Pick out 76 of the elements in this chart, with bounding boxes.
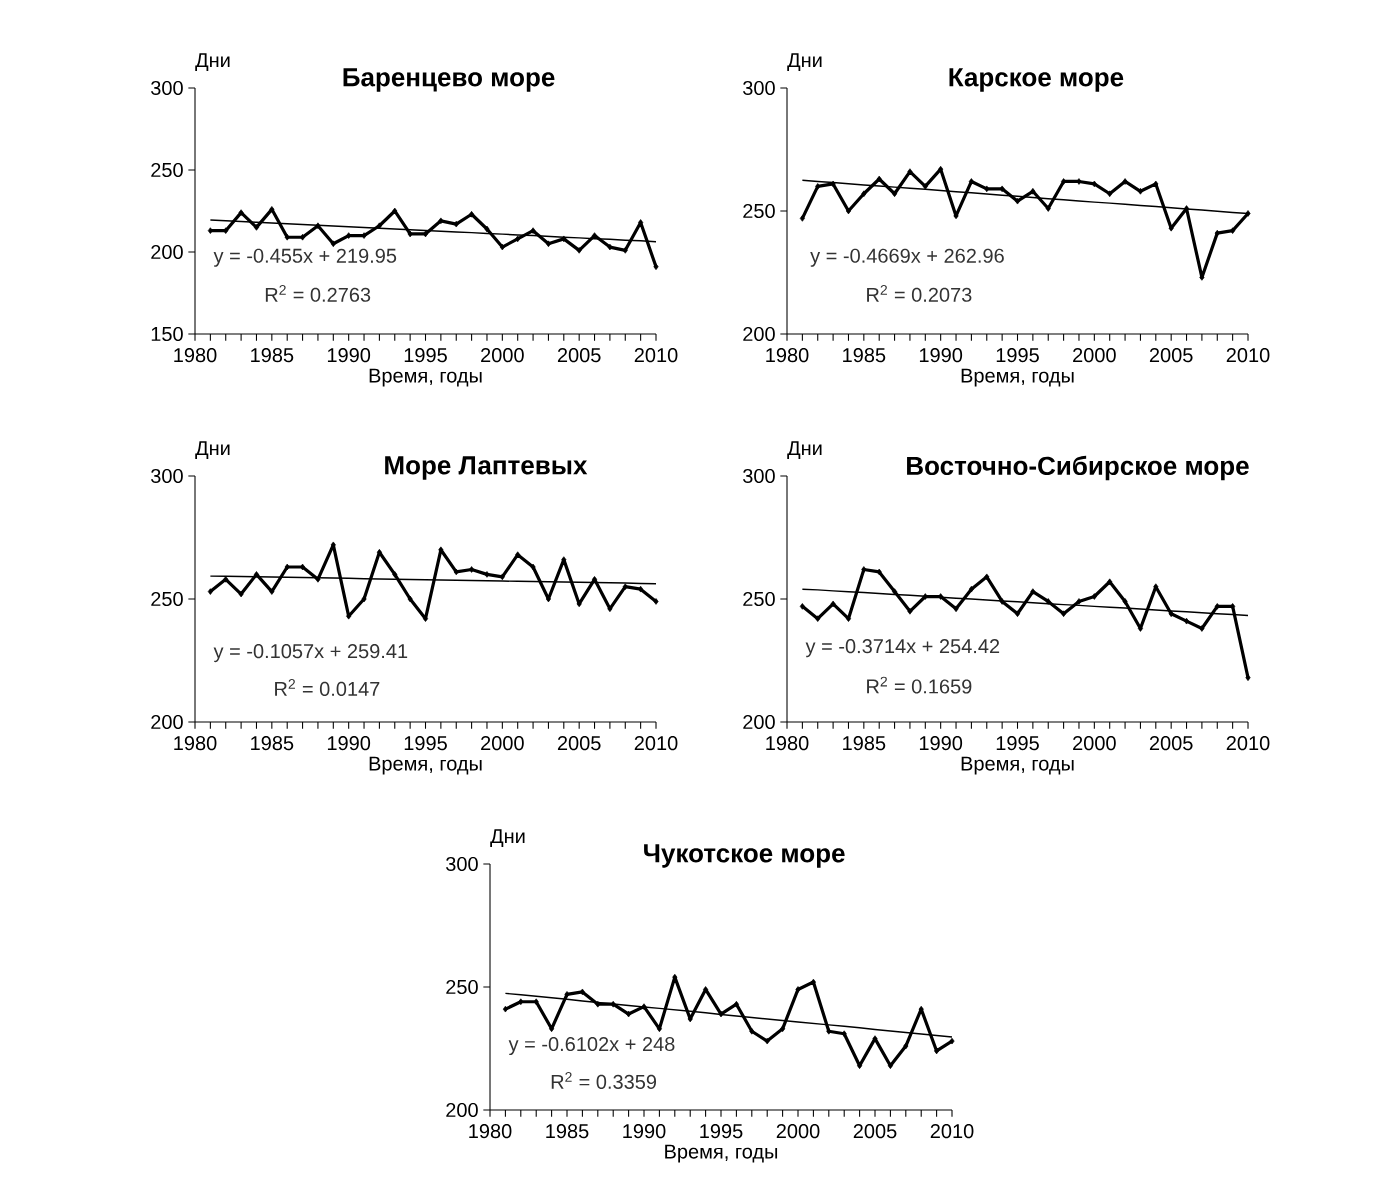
y-tick-label: 250 (743, 591, 775, 607)
x-tick-label: 1995 (996, 348, 1039, 363)
y-axis-title: Дни (195, 441, 230, 459)
annotation: y = -0.1057x + 259.41 (213, 644, 408, 663)
x-tick-label: 1985 (843, 348, 886, 363)
y-tick-label: 200 (151, 714, 183, 730)
x-axis-title: Время, годы (369, 368, 482, 387)
x-tick-label: 2005 (1149, 736, 1193, 751)
y-tick-label: 250 (151, 591, 183, 607)
x-tick-label: 1985 (843, 736, 886, 751)
x-tick-label: 2010 (634, 348, 678, 363)
x-tick-label: 2010 (930, 1124, 974, 1139)
y-tick-label: 300 (743, 80, 775, 96)
chart-title: Море Лаптевых (385, 456, 588, 480)
x-axis-title: Время, годы (961, 368, 1074, 387)
x-tick-label: 1995 (700, 1124, 743, 1139)
x-tick-label: 1990 (623, 1124, 666, 1139)
x-tick-label: 1995 (404, 348, 447, 363)
annotation: y = -0.6102x + 248 (508, 1036, 675, 1056)
x-tick-label: 1980 (469, 1124, 512, 1139)
chart-title: Баренцево море (343, 68, 555, 92)
y-tick-label: 300 (151, 468, 183, 484)
x-tick-label: 1995 (404, 736, 447, 751)
y-axis-title: Дни (787, 441, 822, 459)
x-tick-label: 1990 (327, 736, 371, 751)
x-tick-label: 2000 (1073, 736, 1116, 751)
x-tick-label: 2005 (557, 348, 601, 363)
y-tick-label: 300 (743, 468, 775, 484)
y-tick-label: 200 (151, 244, 183, 260)
y-axis-title: Дни (490, 829, 525, 847)
x-tick-label: 2005 (1149, 348, 1193, 363)
annotation: R$^{2}$ = 0.0147 (275, 679, 380, 697)
x-tick-label: 1980 (766, 348, 809, 363)
annotation: R$^{2}$ = 0.2073 (867, 284, 972, 302)
y-tick-label: 250 (743, 203, 775, 219)
x-tick-label: 2000 (481, 348, 524, 363)
y-tick-label: 200 (446, 1102, 478, 1118)
annotation: y = -0.455x + 219.95 (213, 248, 397, 267)
y-tick-label: 250 (446, 979, 478, 995)
chart-title: Карское море (949, 68, 1124, 92)
x-tick-label: 1980 (766, 736, 809, 751)
x-tick-label: 1980 (174, 736, 217, 751)
y-tick-label: 150 (151, 326, 183, 342)
x-tick-label: 1985 (546, 1124, 589, 1139)
annotation: y = -0.4669x + 262.96 (810, 248, 1004, 267)
annotation: R$^{2}$ = 0.1659 (867, 676, 972, 694)
x-tick-label: 1990 (919, 348, 963, 363)
x-tick-label: 2010 (1226, 348, 1270, 363)
y-tick-label: 200 (743, 714, 775, 730)
x-tick-label: 2005 (557, 736, 601, 751)
chart-title: Восточно-Сибирское море (907, 455, 1249, 481)
x-tick-label: 1995 (996, 736, 1039, 751)
x-tick-label: 1985 (251, 348, 294, 363)
y-tick-label: 200 (743, 326, 775, 342)
x-tick-label: 2000 (1073, 348, 1116, 363)
annotation: y = -0.3714x + 254.42 (805, 639, 1000, 658)
x-tick-label: 1990 (919, 736, 963, 751)
y-axis-title: Дни (787, 53, 822, 71)
x-tick-label: 2010 (1226, 736, 1270, 751)
y-tick-label: 300 (151, 80, 183, 96)
chart-title: Чукотское море (644, 844, 845, 868)
x-tick-label: 1990 (327, 348, 371, 363)
annotation: R$^{2}$ = 0.2763 (265, 284, 371, 302)
y-tick-label: 250 (151, 162, 183, 178)
x-tick-label: 2000 (776, 1124, 820, 1139)
x-tick-label: 1985 (251, 736, 294, 751)
y-tick-label: 300 (446, 856, 478, 872)
y-axis-title: Дни (195, 53, 230, 71)
x-tick-label: 2000 (481, 736, 524, 751)
x-axis-title: Время, годы (665, 1144, 778, 1163)
x-axis-title: Время, годы (369, 756, 482, 775)
x-axis-title: Время, годы (961, 756, 1074, 775)
x-tick-label: 1980 (174, 348, 217, 363)
x-tick-label: 2010 (634, 736, 678, 751)
x-tick-label: 2005 (853, 1124, 897, 1139)
annotation: R$^{2}$ = 0.3359 (551, 1072, 657, 1089)
